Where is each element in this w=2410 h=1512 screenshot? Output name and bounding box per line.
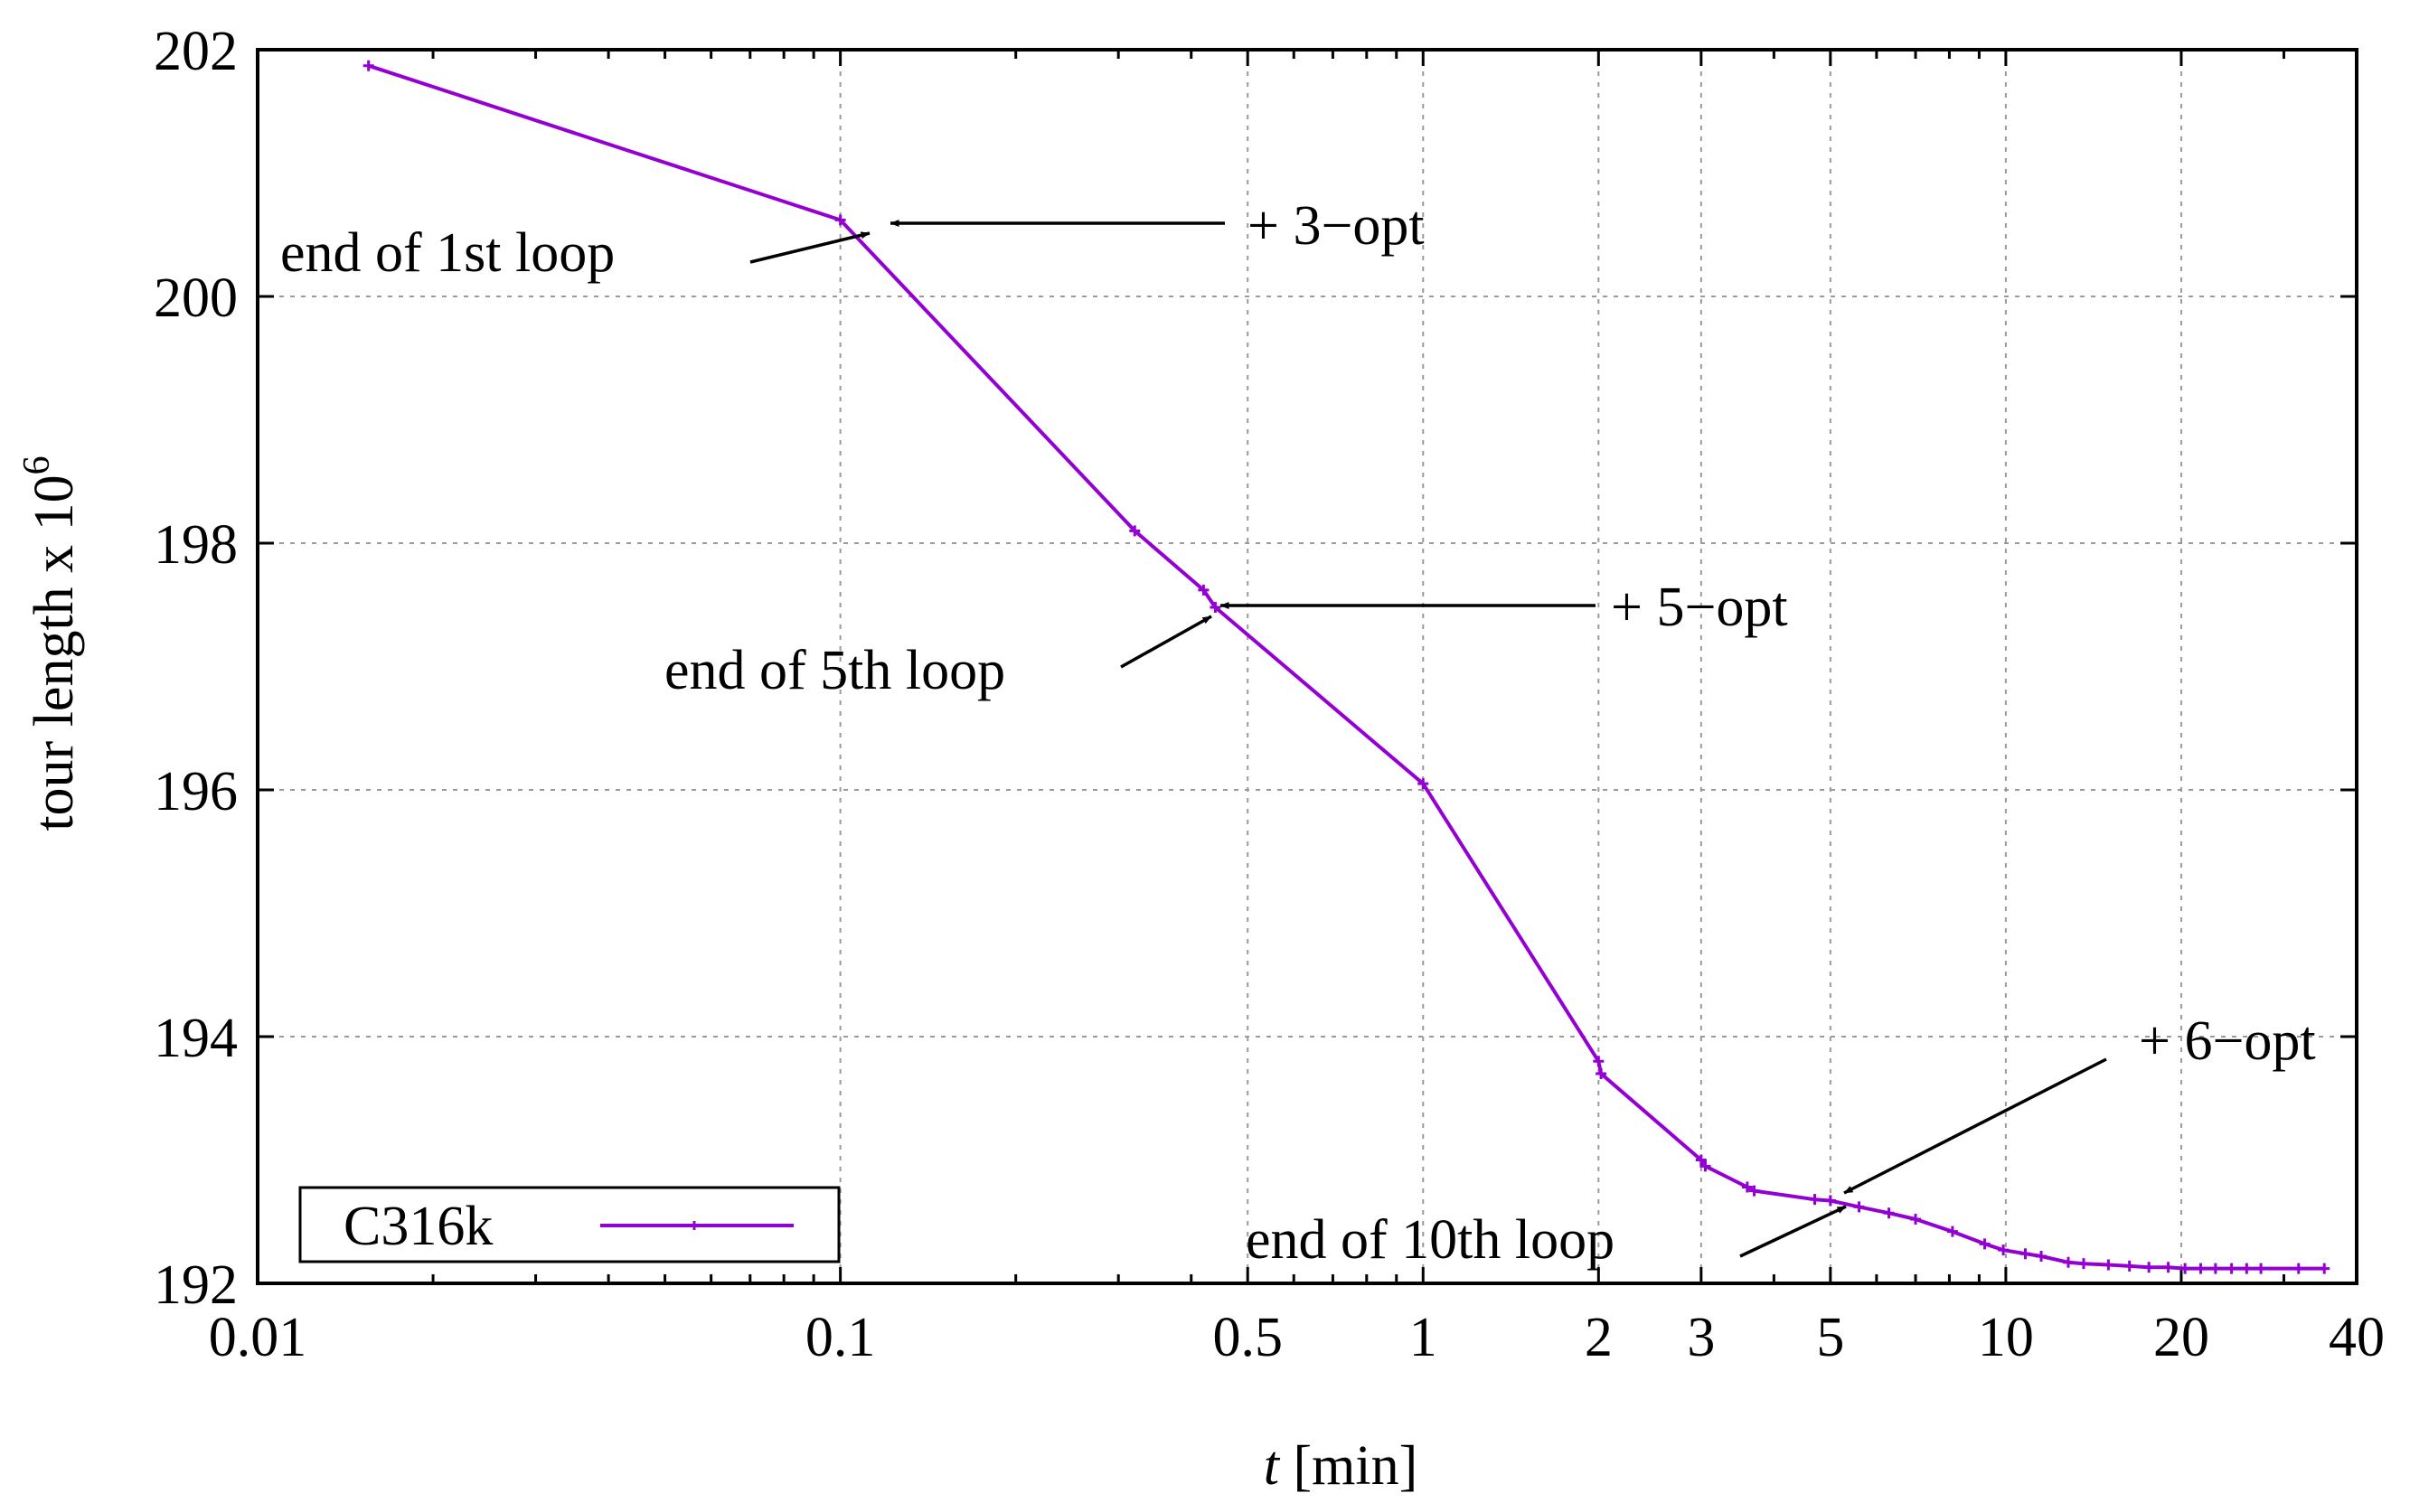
x-tick-label: 2 <box>1585 1307 1613 1368</box>
annotations: end of 1st loop + 3−opt end of 5th loop … <box>280 195 2316 1271</box>
y-tick-labels: 192 194 196 198 200 202 <box>154 21 238 1316</box>
data-point <box>2195 1263 2207 1274</box>
data-point <box>1883 1207 1895 1219</box>
y-tick-label: 202 <box>154 21 238 82</box>
data-point <box>1210 601 1221 613</box>
data-point <box>2019 1248 2031 1260</box>
data-point <box>1998 1244 2010 1256</box>
legend-label: C316k <box>344 1196 493 1257</box>
annotation-end-of-10th-loop: end of 10th loop <box>1246 1209 1615 1271</box>
data-point <box>1593 1056 1605 1067</box>
x-tick-label: 5 <box>1816 1307 1844 1368</box>
legend-marker <box>690 1221 699 1230</box>
legend: C316k <box>298 1186 841 1263</box>
data-point <box>1198 584 1210 596</box>
data-point <box>1699 1160 1711 1172</box>
data-point <box>2241 1263 2253 1274</box>
plot-frame <box>256 48 2358 1285</box>
y-tick-label: 196 <box>154 761 238 822</box>
data-point <box>2077 1258 2089 1270</box>
annotation-plus-5-opt: + 5−opt <box>1611 577 1788 638</box>
data-point <box>1695 1154 1707 1166</box>
data-point <box>2103 1259 2114 1271</box>
data-point <box>2123 1260 2135 1272</box>
data-point <box>1946 1226 1958 1237</box>
data-point <box>1417 778 1429 790</box>
arrow-end-of-10th-loop <box>1739 1205 1847 1258</box>
data-point <box>1741 1181 1753 1193</box>
x-tick-label: 20 <box>2153 1307 2209 1368</box>
annotation-plus-6-opt: + 6−opt <box>2139 1010 2316 1072</box>
data-point <box>2319 1263 2330 1274</box>
data-point <box>2036 1250 2048 1262</box>
x-tick-label: 0.5 <box>1212 1307 1283 1368</box>
data-point <box>1824 1195 1836 1207</box>
data-point <box>834 214 846 226</box>
data-point <box>2162 1262 2174 1273</box>
y-tick-label: 194 <box>154 1008 238 1069</box>
x-tick-label: 40 <box>2329 1307 2385 1368</box>
data-point <box>1979 1238 1991 1250</box>
annotation-plus-3-opt: + 3−opt <box>1247 195 1425 257</box>
x-tick-label: 3 <box>1687 1307 1715 1368</box>
series-layer <box>362 60 2330 1274</box>
data-point <box>2179 1263 2191 1274</box>
grid-lines <box>258 50 2357 1283</box>
data-point <box>1129 525 1141 537</box>
y-tick-label: 192 <box>154 1254 238 1316</box>
data-point <box>2255 1263 2267 1274</box>
x-tick-label: 0.1 <box>805 1307 876 1368</box>
annotation-end-of-5th-loop: end of 5th loop <box>664 640 1005 701</box>
arrow-plus-6-opt <box>1843 1057 2107 1195</box>
data-point <box>1853 1201 1865 1213</box>
data-point <box>1910 1214 1922 1226</box>
annotation-end-of-1st-loop: end of 1st loop <box>280 222 615 284</box>
arrow-end-of-1st-loop <box>749 231 871 264</box>
y-tick-label: 198 <box>154 514 238 576</box>
x-tick-labels: 0.01 0.1 0.5 1 2 3 5 10 20 40 <box>209 1307 2385 1368</box>
data-point <box>1809 1194 1821 1206</box>
x-tick-label: 1 <box>1409 1307 1437 1368</box>
data-point <box>2292 1263 2304 1274</box>
y-tick-label: 200 <box>154 268 238 329</box>
data-point <box>2063 1256 2074 1268</box>
arrow-end-of-5th-loop <box>1120 615 1212 669</box>
x-tick-label: 10 <box>1978 1307 2034 1368</box>
x-tick-label: 0.01 <box>209 1307 307 1368</box>
x-axis-title: t [min] <box>1264 1435 1417 1497</box>
data-point <box>1748 1185 1760 1197</box>
y-axis-title: tour length x 106 <box>16 455 85 831</box>
data-point <box>2226 1263 2237 1274</box>
data-point <box>362 60 374 71</box>
data-point <box>2143 1262 2155 1273</box>
data-point <box>2209 1263 2221 1274</box>
data-point <box>1596 1067 1607 1079</box>
